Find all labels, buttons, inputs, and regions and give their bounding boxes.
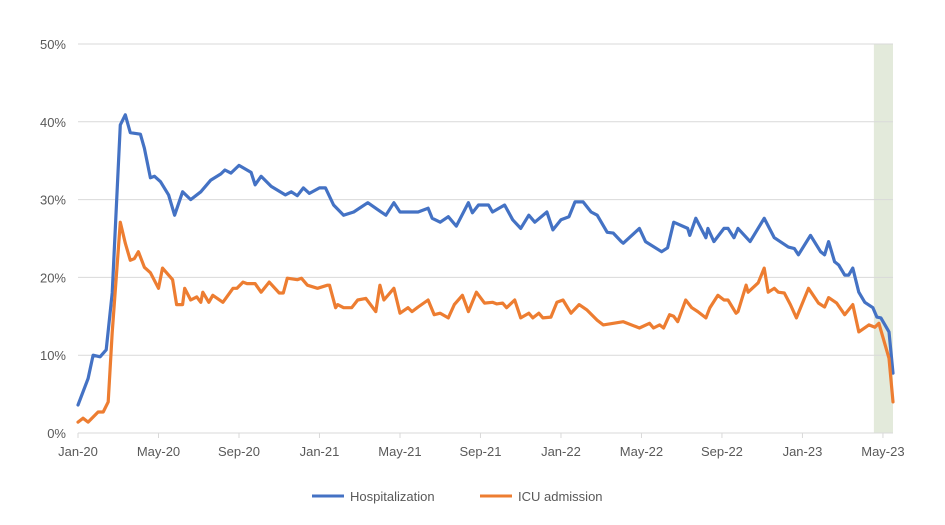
- y-tick-label: 10%: [40, 348, 66, 363]
- x-tick-label: Jan-23: [783, 444, 823, 459]
- x-tick-label: Jan-21: [300, 444, 340, 459]
- legend-item: Hospitalization: [312, 489, 435, 504]
- x-axis-ticks: Jan-20 May-20 Sep-20 Jan-21 May-21 Sep-21 Jan-…: [58, 433, 905, 459]
- series-line-icu-admission: [76, 220, 895, 424]
- series-lines: [76, 113, 895, 424]
- legend-label: Hospitalization: [350, 489, 435, 504]
- y-tick-label: 50%: [40, 37, 66, 52]
- x-tick-label: Sep-21: [460, 444, 502, 459]
- legend-item: ICU admission: [480, 489, 603, 504]
- legend-label: ICU admission: [518, 489, 603, 504]
- series-line-hospitalization: [76, 113, 895, 407]
- x-tick-label: Jan-20: [58, 444, 98, 459]
- y-tick-label: 20%: [40, 270, 66, 285]
- y-tick-label: 40%: [40, 115, 66, 130]
- y-tick-label: 0%: [47, 426, 66, 441]
- legend: Hospitalization ICU admission: [312, 489, 603, 504]
- x-tick-label: May-20: [137, 444, 180, 459]
- x-tick-label: Jan-22: [541, 444, 581, 459]
- x-tick-label: Sep-20: [218, 444, 260, 459]
- y-axis-ticks: 0% 10% 20% 30% 40% 50%: [40, 37, 66, 441]
- x-tick-label: Sep-22: [701, 444, 743, 459]
- x-tick-label: May-21: [378, 444, 421, 459]
- gridlines: [78, 43, 893, 434]
- x-tick-label: May-23: [861, 444, 904, 459]
- x-tick-label: May-22: [620, 444, 663, 459]
- y-tick-label: 30%: [40, 193, 66, 208]
